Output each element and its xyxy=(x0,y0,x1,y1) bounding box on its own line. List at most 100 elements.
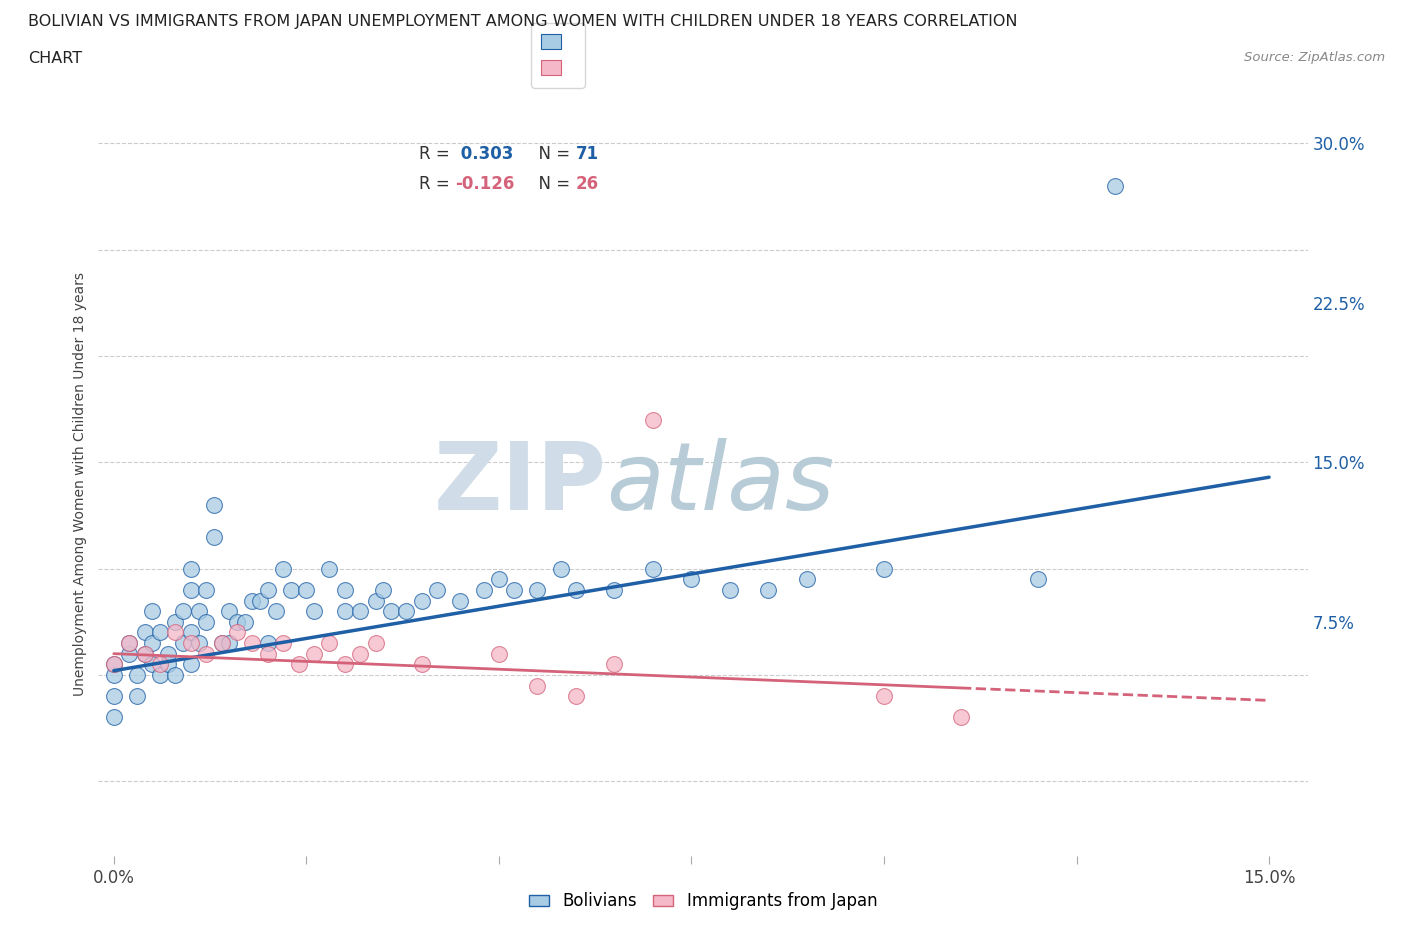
Point xyxy=(141,657,163,671)
Text: -0.126: -0.126 xyxy=(456,175,515,193)
Point xyxy=(257,582,280,597)
Point xyxy=(195,646,218,661)
Y-axis label: Unemployment Among Women with Children Under 18 years: Unemployment Among Women with Children U… xyxy=(73,272,87,696)
Point xyxy=(271,635,294,650)
Point xyxy=(302,604,325,618)
Point xyxy=(149,668,172,683)
Point xyxy=(218,635,240,650)
Point xyxy=(271,561,294,576)
Point xyxy=(134,646,156,661)
Point xyxy=(226,615,249,630)
Point xyxy=(526,582,548,597)
Point xyxy=(118,635,141,650)
Point xyxy=(180,657,202,671)
Point xyxy=(118,646,141,661)
Point xyxy=(156,646,179,661)
Point xyxy=(103,657,125,671)
Text: Source: ZipAtlas.com: Source: ZipAtlas.com xyxy=(1244,51,1385,64)
Point xyxy=(1104,179,1126,193)
Point xyxy=(550,561,572,576)
Point xyxy=(134,625,156,640)
Text: atlas: atlas xyxy=(606,438,835,529)
Point xyxy=(295,582,318,597)
Point xyxy=(641,412,664,427)
Point xyxy=(165,625,187,640)
Point xyxy=(195,582,218,597)
Point xyxy=(242,635,264,650)
Point xyxy=(349,646,371,661)
Text: 26: 26 xyxy=(576,175,599,193)
Point xyxy=(526,678,548,693)
Point xyxy=(565,689,588,704)
Point xyxy=(141,604,163,618)
Point xyxy=(287,657,309,671)
Text: BOLIVIAN VS IMMIGRANTS FROM JAPAN UNEMPLOYMENT AMONG WOMEN WITH CHILDREN UNDER 1: BOLIVIAN VS IMMIGRANTS FROM JAPAN UNEMPL… xyxy=(28,14,1018,29)
Point xyxy=(349,604,371,618)
Point xyxy=(165,615,187,630)
Point xyxy=(172,604,194,618)
Point xyxy=(218,604,240,618)
Text: N =: N = xyxy=(527,145,575,163)
Point xyxy=(318,635,340,650)
Point xyxy=(195,615,218,630)
Point xyxy=(488,572,510,587)
Point xyxy=(165,668,187,683)
Text: ZIP: ZIP xyxy=(433,438,606,529)
Point xyxy=(411,657,433,671)
Point xyxy=(257,646,280,661)
Point xyxy=(380,604,402,618)
Text: R =: R = xyxy=(419,145,456,163)
Point xyxy=(488,646,510,661)
Point xyxy=(641,561,664,576)
Point xyxy=(603,582,626,597)
Point xyxy=(302,646,325,661)
Point xyxy=(758,582,780,597)
Point xyxy=(364,635,387,650)
Point xyxy=(472,582,495,597)
Point xyxy=(125,689,148,704)
Point xyxy=(172,635,194,650)
Text: CHART: CHART xyxy=(28,51,82,66)
Point xyxy=(103,657,125,671)
Point xyxy=(187,604,209,618)
Point xyxy=(364,593,387,608)
Point xyxy=(395,604,418,618)
Point xyxy=(156,657,179,671)
Point xyxy=(103,689,125,704)
Point xyxy=(187,635,209,650)
Point xyxy=(373,582,395,597)
Point xyxy=(202,529,225,544)
Point xyxy=(1026,572,1049,587)
Point xyxy=(503,582,526,597)
Point xyxy=(180,635,202,650)
Point xyxy=(180,561,202,576)
Point xyxy=(333,657,356,671)
Point xyxy=(103,668,125,683)
Point xyxy=(257,635,280,650)
Point xyxy=(333,604,356,618)
Point xyxy=(950,710,973,724)
Point xyxy=(873,561,896,576)
Point xyxy=(411,593,433,608)
Point xyxy=(226,625,249,640)
Point xyxy=(249,593,271,608)
Legend: Bolivians, Immigrants from Japan: Bolivians, Immigrants from Japan xyxy=(522,885,884,917)
Point xyxy=(180,582,202,597)
Point xyxy=(333,582,356,597)
Point xyxy=(318,561,340,576)
Text: 0.303: 0.303 xyxy=(456,145,513,163)
Point xyxy=(681,572,703,587)
Point xyxy=(125,668,148,683)
Text: 71: 71 xyxy=(576,145,599,163)
Point xyxy=(202,498,225,512)
Point xyxy=(873,689,896,704)
Text: R =: R = xyxy=(419,175,456,193)
Point xyxy=(134,646,156,661)
Point xyxy=(233,615,256,630)
Text: N =: N = xyxy=(527,175,575,193)
Point xyxy=(565,582,588,597)
Point xyxy=(280,582,302,597)
Point xyxy=(211,635,233,650)
Point xyxy=(141,635,163,650)
Point xyxy=(149,625,172,640)
